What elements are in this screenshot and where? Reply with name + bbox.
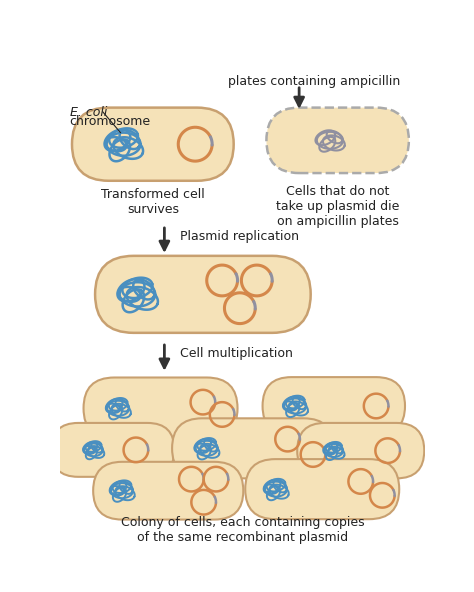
FancyBboxPatch shape [266, 108, 409, 173]
FancyBboxPatch shape [51, 423, 174, 477]
Text: Plasmid replication: Plasmid replication [180, 230, 299, 243]
FancyBboxPatch shape [263, 377, 405, 435]
FancyBboxPatch shape [95, 256, 310, 333]
FancyBboxPatch shape [93, 462, 243, 520]
FancyBboxPatch shape [83, 378, 237, 439]
FancyBboxPatch shape [172, 419, 334, 478]
Text: E. coli: E. coli [70, 106, 107, 118]
Text: Colony of cells, each containing copies
of the same recombinant plasmid: Colony of cells, each containing copies … [121, 516, 365, 544]
Text: chromosome: chromosome [70, 115, 151, 128]
FancyBboxPatch shape [297, 423, 424, 478]
Text: Transformed cell
survives: Transformed cell survives [101, 188, 205, 216]
Text: plates containing ampicillin: plates containing ampicillin [228, 75, 401, 88]
Text: Cell multiplication: Cell multiplication [180, 347, 292, 360]
Text: Cells that do not
take up plasmid die
on ampicillin plates: Cells that do not take up plasmid die on… [276, 185, 399, 228]
FancyBboxPatch shape [245, 459, 399, 519]
FancyBboxPatch shape [72, 108, 234, 181]
